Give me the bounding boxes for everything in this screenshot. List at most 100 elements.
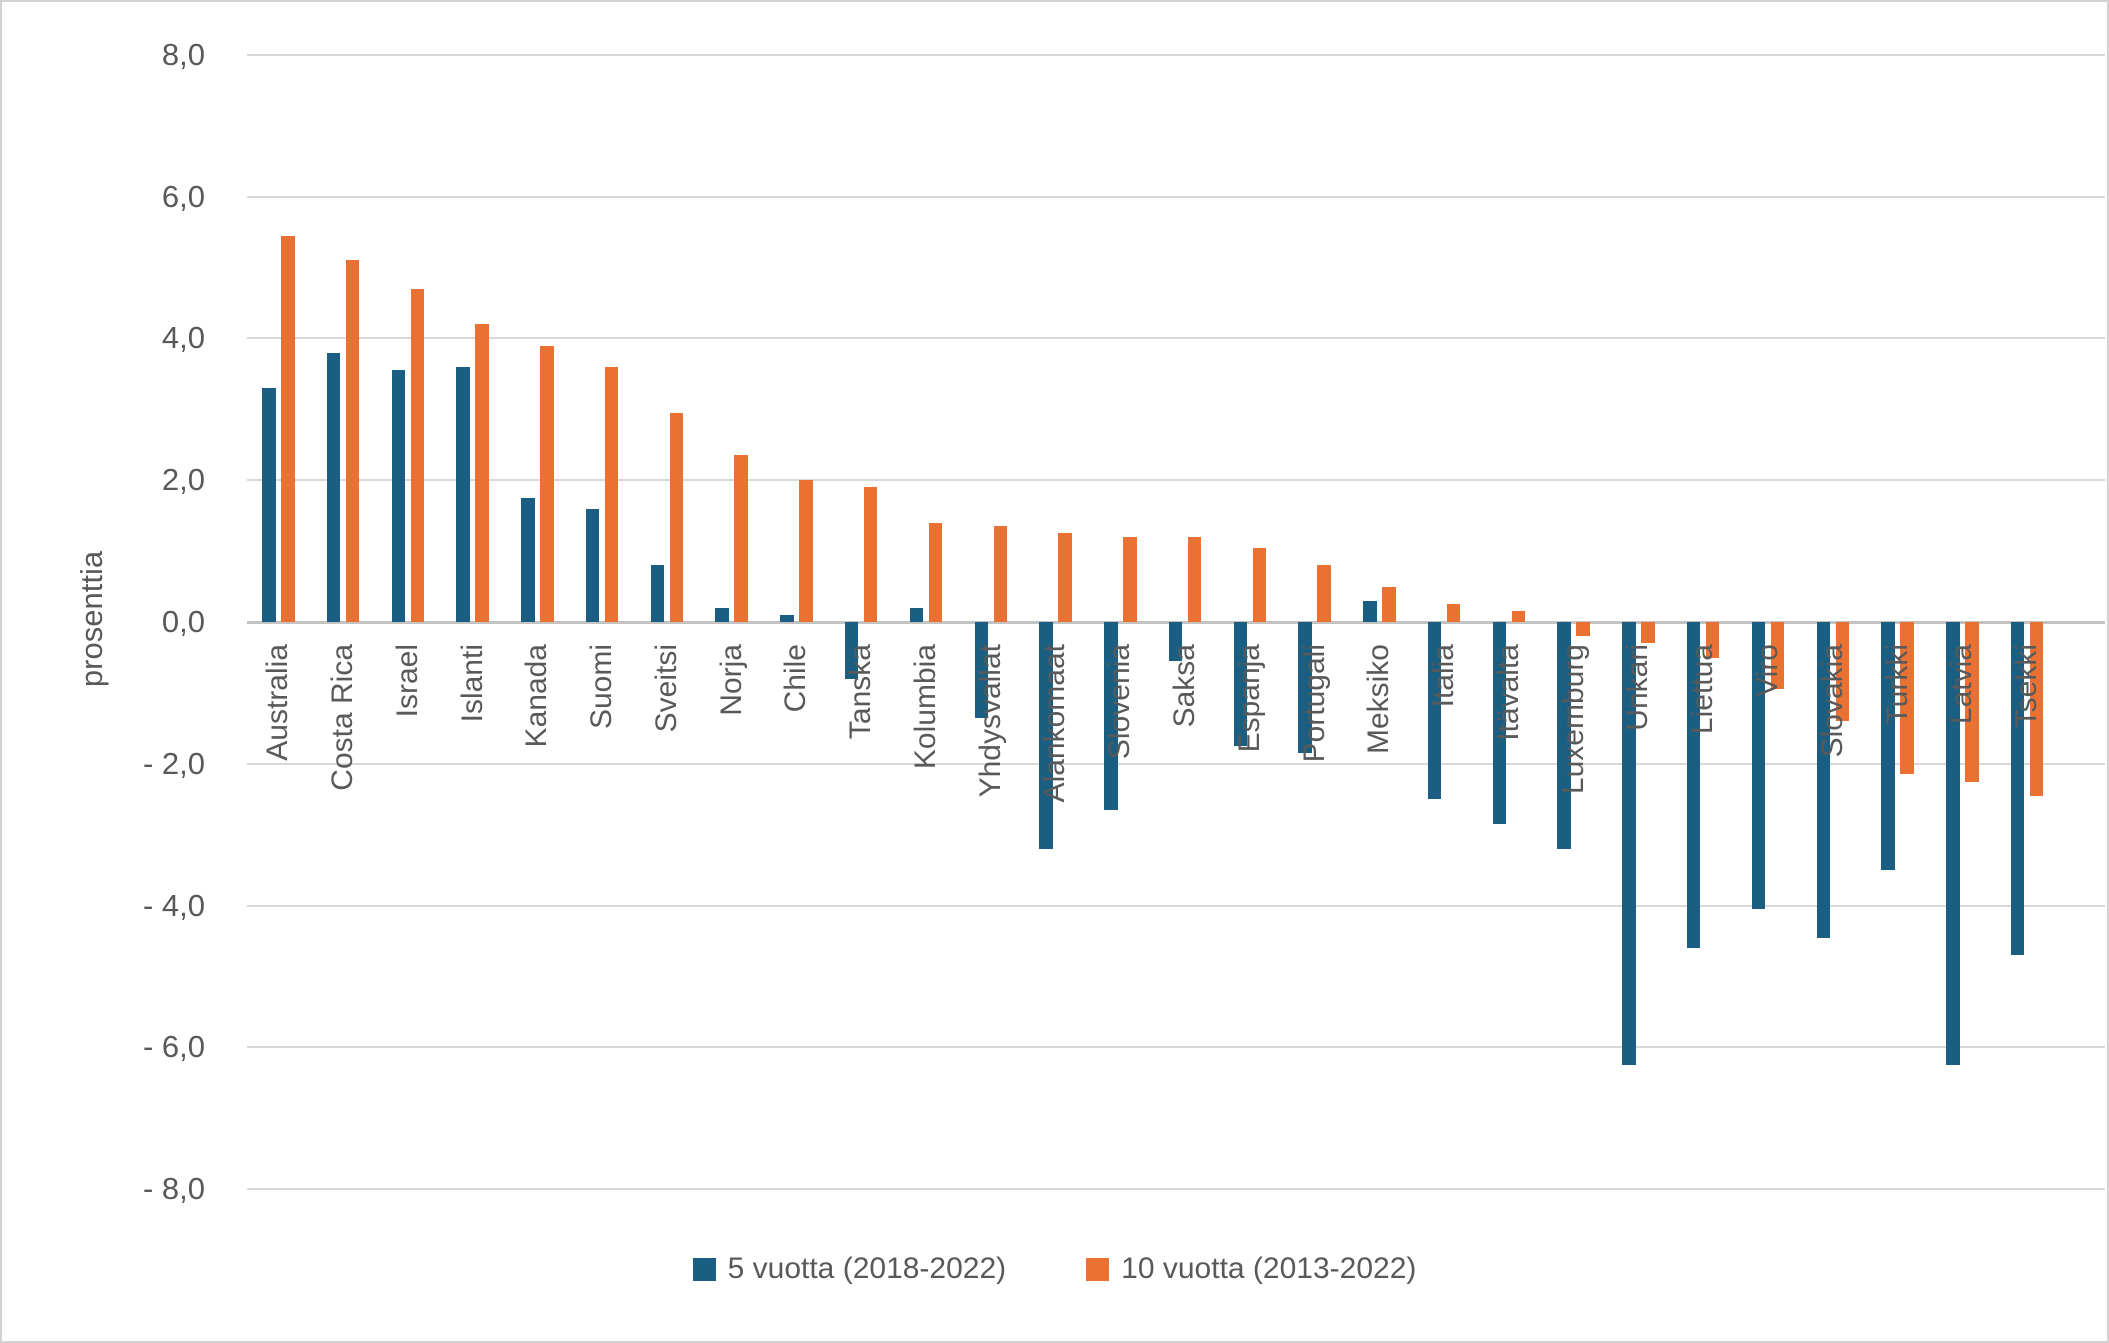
bar-5v-australia xyxy=(262,388,276,622)
x-category-label: Luxemburg xyxy=(1556,644,1590,795)
bar-10v-luxemburg xyxy=(1576,622,1590,637)
bar-5v-suomi xyxy=(585,508,600,622)
legend-entry-5v: 5 vuotta (2018-2022) xyxy=(692,1252,1007,1286)
bar-10v-viro xyxy=(1770,622,1785,690)
x-category-label: Islanti xyxy=(455,644,489,723)
y-axis-title: prosenttia xyxy=(74,550,109,688)
y-tick-label: - 4,0 xyxy=(142,887,205,923)
bar-5v-israel xyxy=(391,370,405,622)
bar-10v-islanti xyxy=(475,324,489,622)
x-category-label: Tanska xyxy=(844,644,878,740)
legend-label: 5 vuotta (2018-2022) xyxy=(727,1252,1007,1285)
bar-10v-italia xyxy=(1446,604,1461,622)
bar-5v-sveitsi xyxy=(650,565,665,622)
bar-10v-unkari xyxy=(1641,622,1655,644)
bar-5v-viro xyxy=(1751,622,1766,910)
x-category-label: Australia xyxy=(261,644,295,761)
x-category-label: Yhdysvallat xyxy=(973,644,1007,798)
bar-5v-slovakia xyxy=(1816,622,1830,938)
y-tick-label: 0,0 xyxy=(161,604,205,639)
bar-10v-australia xyxy=(281,235,295,622)
x-category-label: Suomi xyxy=(585,644,619,730)
x-category-label: Espanja xyxy=(1232,644,1266,753)
x-category-label: Alankomaat xyxy=(1038,644,1072,803)
gridline xyxy=(247,904,2105,907)
bar-10v-chile xyxy=(799,480,813,622)
bar-5v-norja xyxy=(715,607,729,622)
y-tick-label: 2,0 xyxy=(161,462,205,498)
bar-10v-saksa xyxy=(1187,536,1202,622)
bar-5v-latvia xyxy=(1946,622,1960,1066)
bar-10v-kolumbia xyxy=(928,522,943,622)
x-category-label: Slovenia xyxy=(1103,644,1137,760)
bar-10v-latvia xyxy=(1965,622,1979,782)
bar-5v-luxemburg xyxy=(1557,622,1571,849)
gridline xyxy=(247,479,2105,482)
bar-5v-kanada xyxy=(521,497,535,622)
bar-10v-portugali xyxy=(1317,565,1331,622)
x-category-label: Saksa xyxy=(1168,644,1202,728)
bar-5v-portugali xyxy=(1298,622,1312,754)
x-category-label: Itävalta xyxy=(1491,644,1525,741)
bar-10v-liettua xyxy=(1705,622,1720,658)
y-tick-label: - 8,0 xyxy=(142,1171,205,1207)
bar-10v-kanada xyxy=(540,345,554,622)
bar-5v-unkari xyxy=(1622,622,1636,1066)
bar-5v-alankomaat xyxy=(1039,622,1053,849)
bar-5v-espanja xyxy=(1233,622,1247,747)
x-category-label: Italia xyxy=(1427,644,1461,708)
bar-10v-espanja xyxy=(1252,547,1266,622)
bar-5v-chile xyxy=(780,614,794,622)
x-category-label: Sveitsi xyxy=(649,644,683,733)
legend-label: 10 vuotta (2013-2022) xyxy=(1121,1252,1417,1285)
bar-10v-costa-rica xyxy=(345,260,360,622)
legend: 5 vuotta (2018-2022) 10 vuotta (2013-2022… xyxy=(2,1252,2107,1286)
x-category-label: Tsekki xyxy=(2010,644,2044,728)
x-category-label: Viro xyxy=(1750,644,1784,697)
x-category-label: Norja xyxy=(714,644,748,716)
bar-5v-tanska xyxy=(844,622,859,679)
y-tick-label: 4,0 xyxy=(161,320,205,356)
x-category-label: Unkari xyxy=(1621,644,1655,731)
x-category-label: Costa Rica xyxy=(326,644,360,791)
bar-10v-slovakia xyxy=(1835,622,1849,722)
gridline xyxy=(247,337,2105,340)
bar-10v-itävalta xyxy=(1511,611,1526,622)
bar-10v-yhdysvallat xyxy=(993,526,1007,622)
bar-10v-slovenia xyxy=(1123,536,1137,622)
bar-10v-sveitsi xyxy=(669,412,684,622)
bar-10v-tsekki xyxy=(2029,622,2044,796)
legend-swatch-icon xyxy=(1086,1257,1110,1281)
bar-5v-yhdysvallat xyxy=(974,622,988,718)
x-category-label: Chile xyxy=(779,644,813,713)
bar-5v-islanti xyxy=(456,366,470,622)
legend-entry-10v: 10 vuotta (2013-2022) xyxy=(1086,1252,1416,1286)
bar-10v-alankomaat xyxy=(1058,533,1072,622)
bar-10v-norja xyxy=(734,455,748,622)
bar-5v-itävalta xyxy=(1492,622,1507,825)
x-category-label: Slovakia xyxy=(1815,644,1849,758)
bar-5v-slovenia xyxy=(1104,622,1118,810)
bar-5v-liettua xyxy=(1686,622,1701,949)
x-category-label: Portugali xyxy=(1297,644,1331,763)
y-tick-label: 6,0 xyxy=(161,178,205,214)
bar-10v-suomi xyxy=(604,366,619,622)
bar-10v-tanska xyxy=(863,487,878,622)
bar-5v-costa-rica xyxy=(326,352,341,622)
bar-5v-kolumbia xyxy=(909,607,924,622)
bar-5v-meksiko xyxy=(1363,600,1377,622)
y-tick-label: - 2,0 xyxy=(142,745,205,781)
bar-5v-tsekki xyxy=(2010,622,2025,956)
bar-5v-turkki xyxy=(1881,622,1895,871)
x-category-label: Meksiko xyxy=(1362,644,1396,755)
x-category-label: Israel xyxy=(390,644,424,718)
bar-10v-turkki xyxy=(1900,622,1914,775)
y-tick-label: 8,0 xyxy=(161,36,205,72)
bar-10v-israel xyxy=(410,288,424,622)
gridline xyxy=(247,195,2105,198)
gridline xyxy=(247,1188,2105,1191)
legend-swatch-icon xyxy=(692,1257,716,1281)
x-category-label: Turkki xyxy=(1880,644,1914,725)
bar-5v-saksa xyxy=(1168,622,1183,661)
